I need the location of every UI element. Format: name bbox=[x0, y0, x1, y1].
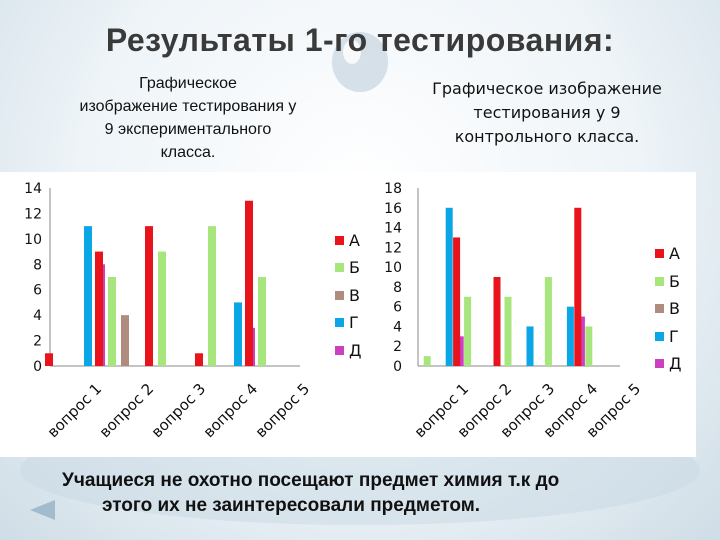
chart2-bar-Д bbox=[456, 336, 464, 366]
chart2-y-tick-label: 0 bbox=[393, 359, 402, 375]
caption-line-2: этого их не заинтересовали предметом. bbox=[102, 495, 481, 516]
chart2-title-line: контрольного класса. bbox=[455, 127, 640, 146]
chart1-legend-label: Д bbox=[349, 341, 362, 360]
chart2-plot-area bbox=[378, 172, 696, 457]
chart1-y-tick-label: 6 bbox=[33, 283, 42, 299]
chart2-legend-label: Г bbox=[669, 327, 679, 346]
chart2-bar-Б bbox=[544, 277, 552, 366]
chart1-bar-А bbox=[145, 226, 153, 366]
chart1-legend-swatch bbox=[335, 263, 344, 272]
chart2-bar-А bbox=[493, 277, 501, 366]
chart2-legend-swatch bbox=[655, 277, 664, 286]
chart1-bar-А bbox=[95, 251, 103, 366]
chart1-y-tick-label: 12 bbox=[24, 206, 42, 222]
chart1-y-tick-label: 14 bbox=[24, 181, 42, 197]
chart1-legend-swatch bbox=[335, 236, 344, 245]
chart1-y-tick-label: 4 bbox=[33, 308, 42, 324]
chart1-bar-Г bbox=[84, 226, 92, 366]
chart1-bar-В bbox=[121, 315, 129, 366]
chart2-y-tick-label: 10 bbox=[384, 260, 402, 276]
chart1-legend-label: Г bbox=[349, 313, 359, 332]
chart2-y-tick-label: 12 bbox=[384, 240, 402, 256]
chart1-legend-label: В bbox=[349, 286, 360, 305]
chart2-legend-label: А bbox=[669, 244, 680, 263]
chart2-bar-Б bbox=[504, 296, 512, 366]
chart2-legend-label: Б bbox=[669, 272, 680, 291]
caption-line-1: Учащиеся не охотно посещают предмет хими… bbox=[62, 470, 560, 491]
chart1-bar-Б bbox=[108, 277, 116, 366]
chart1-bar-Б bbox=[208, 226, 216, 366]
chart1-plot-area bbox=[0, 172, 378, 457]
chart1-title-line: изображение тестирования у bbox=[80, 98, 297, 115]
chart1-legend-label: А bbox=[349, 231, 360, 250]
chart2-bar-Г bbox=[445, 207, 453, 366]
chart1-bar-Б bbox=[158, 251, 166, 366]
chart2-bar-Б bbox=[585, 326, 593, 366]
chart2-y-tick-label: 2 bbox=[393, 339, 402, 355]
chart1-y-tick-label: 2 bbox=[33, 334, 42, 350]
chart2-y-tick-label: 6 bbox=[393, 300, 402, 316]
chart1-title-line: Графическое bbox=[139, 75, 237, 92]
chart2-legend-swatch bbox=[655, 332, 664, 341]
chart1-legend-swatch bbox=[335, 291, 344, 300]
chart2-bar-А bbox=[574, 207, 582, 366]
chart1-legend-label: Б bbox=[349, 258, 360, 277]
chart2-legend-swatch bbox=[655, 359, 664, 368]
chart2-y-tick-label: 16 bbox=[384, 201, 402, 217]
chart1-title-line: 9 экспериментального bbox=[105, 121, 272, 138]
chart2-bar-Б bbox=[464, 296, 472, 366]
chart1-legend-swatch bbox=[335, 318, 344, 327]
chart2-legend-swatch bbox=[655, 249, 664, 258]
chart1-y-tick-label: 8 bbox=[33, 257, 42, 273]
chart1-legend-swatch bbox=[335, 346, 344, 355]
chart2-title-line: Графическое изображение bbox=[432, 79, 662, 98]
chart1-bar-А bbox=[45, 353, 53, 366]
chart2-y-tick-label: 14 bbox=[384, 221, 402, 237]
chart1-y-tick-label: 0 bbox=[33, 359, 42, 375]
chart1-y-tick-label: 10 bbox=[24, 232, 42, 248]
chart2-legend-label: В bbox=[669, 299, 680, 318]
chart2-y-tick-label: 18 bbox=[384, 181, 402, 197]
chart2-bar-А bbox=[453, 237, 461, 366]
chart1-bar-Б bbox=[258, 277, 266, 366]
chart2-title-line: тестирования у 9 bbox=[473, 103, 620, 122]
chart1-bar-А bbox=[195, 353, 203, 366]
chart1-bar-Г bbox=[234, 302, 242, 366]
chart1-title-line: класса. bbox=[161, 144, 216, 161]
chart2-y-tick-label: 8 bbox=[393, 280, 402, 296]
chart2-bar-Г bbox=[566, 306, 574, 366]
chart1-bar-А bbox=[245, 200, 253, 366]
chart2-bar-Д bbox=[577, 316, 585, 366]
chart2-y-tick-label: 4 bbox=[393, 319, 402, 335]
chart2-bar-Г bbox=[526, 326, 534, 366]
chart2-bar-Б bbox=[423, 356, 431, 366]
slide-title: Результаты 1-го тестирования: bbox=[105, 22, 615, 58]
caption: Учащиеся не охотно посещают предмет хими… bbox=[40, 468, 700, 518]
chart2-legend-swatch bbox=[655, 304, 664, 313]
chart2-legend-label: Д bbox=[669, 354, 682, 373]
